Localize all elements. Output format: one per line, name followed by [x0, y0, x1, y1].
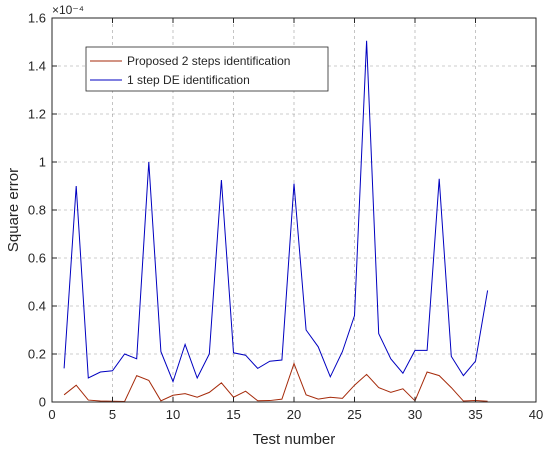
y-tick-label: 0.8: [28, 203, 46, 218]
x-tick-label: 35: [468, 407, 482, 422]
legend-label-de: 1 step DE identification: [127, 73, 250, 87]
y-tick-label: 1.4: [28, 59, 46, 74]
x-tick-label: 15: [226, 407, 240, 422]
y-tick-label: 0: [39, 395, 46, 410]
x-tick-label: 10: [166, 407, 180, 422]
y-exponent-label: ×10⁻⁴: [52, 3, 84, 17]
y-tick-label: 0.6: [28, 251, 46, 266]
legend-label-proposed: Proposed 2 steps identification: [127, 54, 290, 68]
series-layer: [63, 40, 489, 403]
y-tick-label: 1.6: [28, 11, 46, 26]
y-tick-label: 1.2: [28, 107, 46, 122]
grid-lines: [52, 18, 536, 402]
legend: Proposed 2 steps identification 1 step D…: [85, 46, 329, 92]
y-tick-label: 1: [39, 155, 46, 170]
legend-box: [85, 46, 329, 92]
y-tick-label: 0.2: [28, 347, 46, 362]
y-tick-label: 0.4: [28, 299, 46, 314]
x-tick-label: 25: [347, 407, 361, 422]
series-line-proposed: [63, 362, 488, 403]
x-tick-label: 5: [109, 407, 116, 422]
x-tick-label: 30: [408, 407, 422, 422]
axis-ticks: 0 5 10 15 20 25 30 35 40 0 0.2 0.4 0.6 0.8 1 1.2 1.4 1.6: [28, 11, 543, 423]
x-axis-label: Test number: [253, 431, 336, 448]
y-axis-label: Square error: [5, 168, 22, 252]
x-tick-label: 0: [48, 407, 55, 422]
x-tick-label: 40: [529, 407, 543, 422]
series-line-de: [63, 40, 489, 384]
x-tick-label: 20: [287, 407, 301, 422]
